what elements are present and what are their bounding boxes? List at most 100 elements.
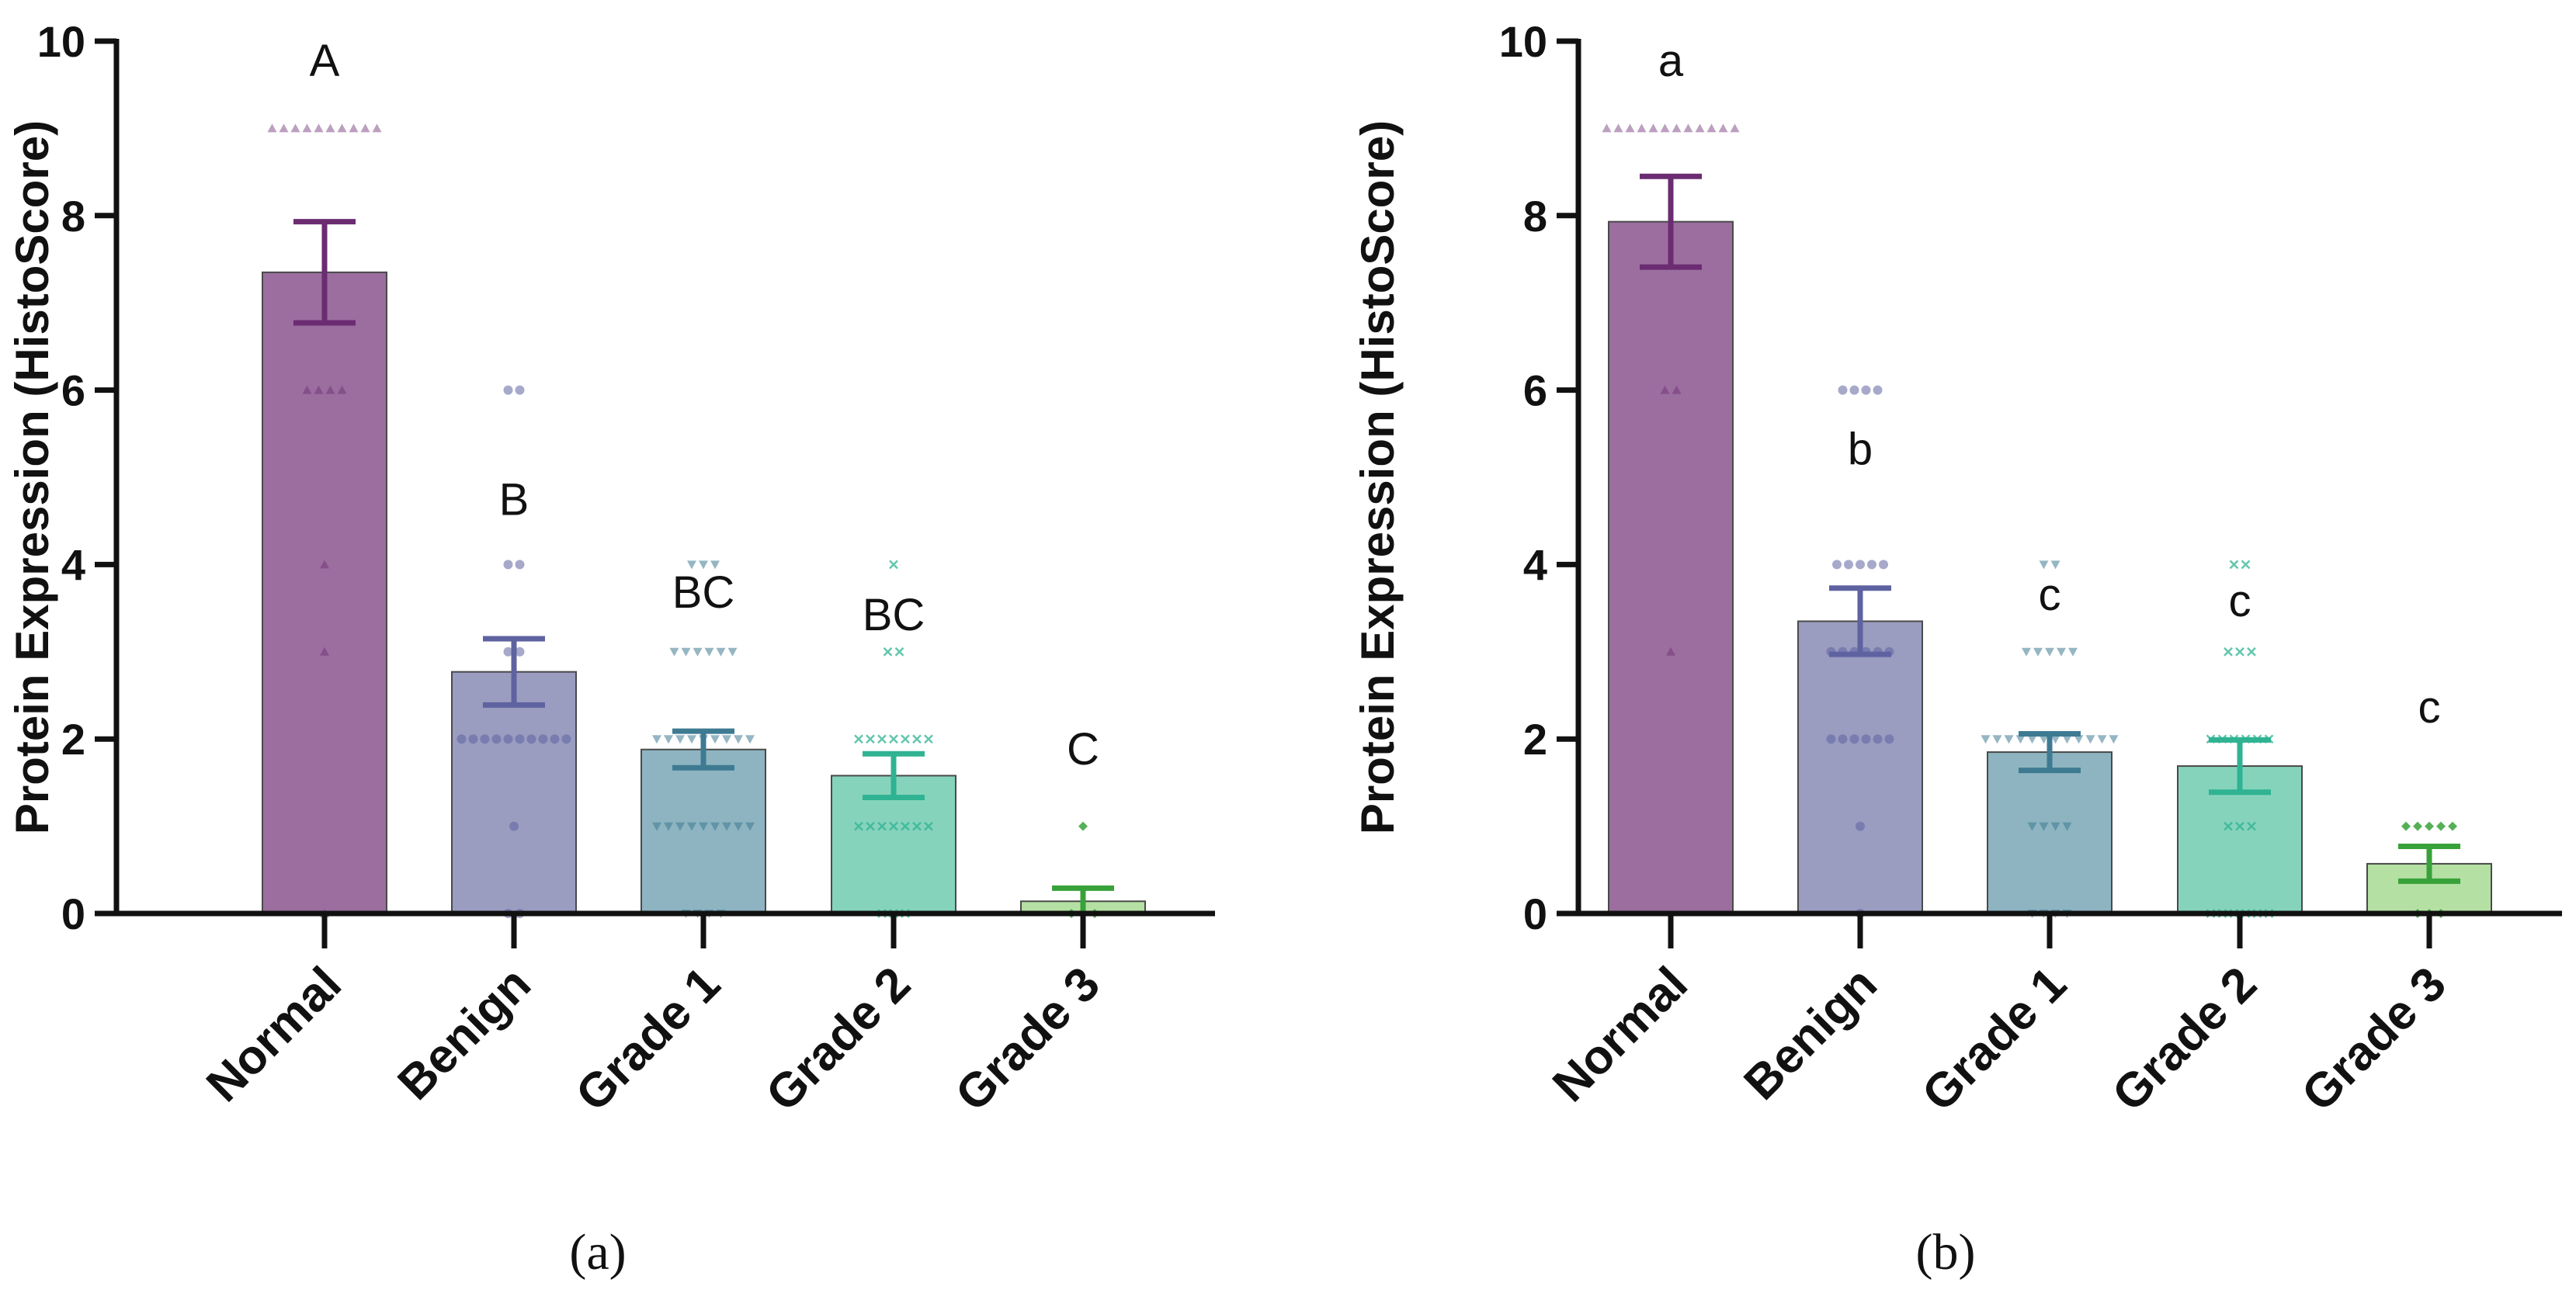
data-point-grade-1 xyxy=(687,560,696,570)
panel-label: (a) xyxy=(569,1224,626,1281)
data-point-grade-1 xyxy=(699,822,708,831)
y-tick-label: 8 xyxy=(1523,192,1547,241)
data-point-grade-1 xyxy=(2039,560,2049,570)
data-point-grade-1 xyxy=(2050,822,2060,831)
data-point-grade-2 xyxy=(2241,560,2251,570)
data-point-normal xyxy=(360,123,370,133)
x-tick-label: Benign xyxy=(1734,957,1887,1110)
y-tick-label: 8 xyxy=(61,192,85,241)
x-tick-label: Grade 1 xyxy=(1912,957,2077,1121)
data-point-grade-1 xyxy=(2022,647,2031,657)
data-point-grade-2 xyxy=(924,734,933,744)
data-point-grade-1 xyxy=(2074,735,2084,744)
data-point-grade-2 xyxy=(866,734,875,744)
significance-label-grade-3: C xyxy=(1067,724,1099,775)
x-tick-label: Grade 2 xyxy=(756,957,921,1121)
data-point-grade-1 xyxy=(687,735,696,744)
data-point-benign xyxy=(1826,734,1836,744)
data-point-grade-1 xyxy=(2033,647,2043,657)
x-tick-label: Grade 3 xyxy=(2292,957,2456,1121)
data-point-normal xyxy=(337,385,347,394)
data-point-grade-2 xyxy=(854,821,863,831)
data-point-grade-2 xyxy=(894,647,904,657)
chart-panel-b: a Normal b Benign c Grade 1 c Grade 2 c Grade 3 0 2… xyxy=(1352,17,2562,1281)
data-point-benign xyxy=(1832,560,1842,570)
data-point-grade-1 xyxy=(652,822,661,831)
data-point-benign xyxy=(526,734,536,744)
data-point-grade-2 xyxy=(854,734,863,744)
significance-label-grade-2: c xyxy=(2229,576,2251,626)
data-point-grade-1 xyxy=(2062,822,2072,831)
data-point-benign xyxy=(515,560,525,570)
data-point-benign xyxy=(480,734,490,744)
data-point-normal xyxy=(320,560,329,569)
data-point-grade-1 xyxy=(745,735,755,744)
y-tick-label: 10 xyxy=(37,17,85,66)
data-point-grade-2 xyxy=(889,734,898,744)
data-point-grade-1 xyxy=(2050,560,2060,570)
data-point-benign xyxy=(1873,385,1883,395)
data-point-benign xyxy=(515,734,525,744)
y-tick-label: 0 xyxy=(61,889,85,938)
y-tick-label: 4 xyxy=(61,540,85,589)
data-point-normal xyxy=(302,123,312,133)
data-point-grade-3 xyxy=(1078,821,1088,831)
data-point-benign xyxy=(1861,385,1871,395)
y-tick-label: 6 xyxy=(61,366,85,415)
data-point-benign xyxy=(1867,560,1876,570)
data-point-grade-1 xyxy=(2027,735,2037,744)
y-tick-label: 4 xyxy=(1523,540,1547,589)
data-point-normal xyxy=(1666,647,1675,656)
data-point-grade-1 xyxy=(687,822,696,831)
data-point-grade-3 xyxy=(2425,821,2434,831)
bar-grade-1 xyxy=(641,748,766,914)
data-point-grade-2 xyxy=(2235,647,2244,657)
bar-normal xyxy=(1608,220,1734,914)
data-point-grade-2 xyxy=(2247,647,2256,657)
data-point-grade-2 xyxy=(2224,821,2233,831)
data-point-grade-1 xyxy=(1981,735,1991,744)
data-point-grade-2 xyxy=(877,734,887,744)
data-point-grade-1 xyxy=(699,560,708,570)
y-tick-label: 0 xyxy=(1523,889,1547,938)
data-point-grade-1 xyxy=(2039,822,2049,831)
data-point-benign xyxy=(550,734,560,744)
data-point-normal xyxy=(1718,123,1728,133)
data-point-benign xyxy=(509,821,519,831)
data-point-benign xyxy=(561,734,571,744)
y-axis-label: Protein Expression (HistoScore) xyxy=(6,120,58,834)
data-point-benign xyxy=(1838,385,1848,395)
data-point-grade-1 xyxy=(2068,647,2078,657)
data-point-grade-2 xyxy=(889,821,898,831)
data-point-grade-1 xyxy=(675,822,685,831)
data-point-normal xyxy=(325,385,335,394)
significance-label-grade-1: c xyxy=(2039,570,2061,620)
data-point-normal xyxy=(372,123,382,133)
chart-panel-a: A Normal B Benign BC Grade 1 BC Grade 2 C Grade 3… xyxy=(6,17,1215,1281)
data-point-grade-1 xyxy=(710,735,720,744)
data-point-grade-2 xyxy=(2229,560,2239,570)
x-tick-label: Grade 3 xyxy=(946,957,1110,1121)
data-point-benign xyxy=(1879,560,1888,570)
data-point-grade-1 xyxy=(716,647,726,657)
data-point-normal xyxy=(314,123,324,133)
data-point-normal xyxy=(320,647,329,656)
data-point-benign xyxy=(538,734,548,744)
x-tick-label: Normal xyxy=(196,957,352,1112)
data-point-normal xyxy=(1660,123,1670,133)
bar-benign xyxy=(451,671,577,914)
data-point-benign xyxy=(491,734,502,744)
data-point-grade-2 xyxy=(2247,821,2256,831)
data-point-benign xyxy=(1856,821,1865,831)
significance-label-grade-1: BC xyxy=(672,567,735,618)
data-point-normal xyxy=(1637,123,1647,133)
data-point-benign xyxy=(1861,734,1871,744)
data-point-grade-2 xyxy=(924,821,933,831)
data-point-grade-1 xyxy=(745,822,755,831)
significance-label-normal: a xyxy=(1658,36,1684,86)
data-point-grade-3 xyxy=(2401,821,2411,831)
data-point-benign xyxy=(457,734,467,744)
y-tick-label: 10 xyxy=(1499,17,1547,66)
data-point-benign xyxy=(515,647,525,657)
